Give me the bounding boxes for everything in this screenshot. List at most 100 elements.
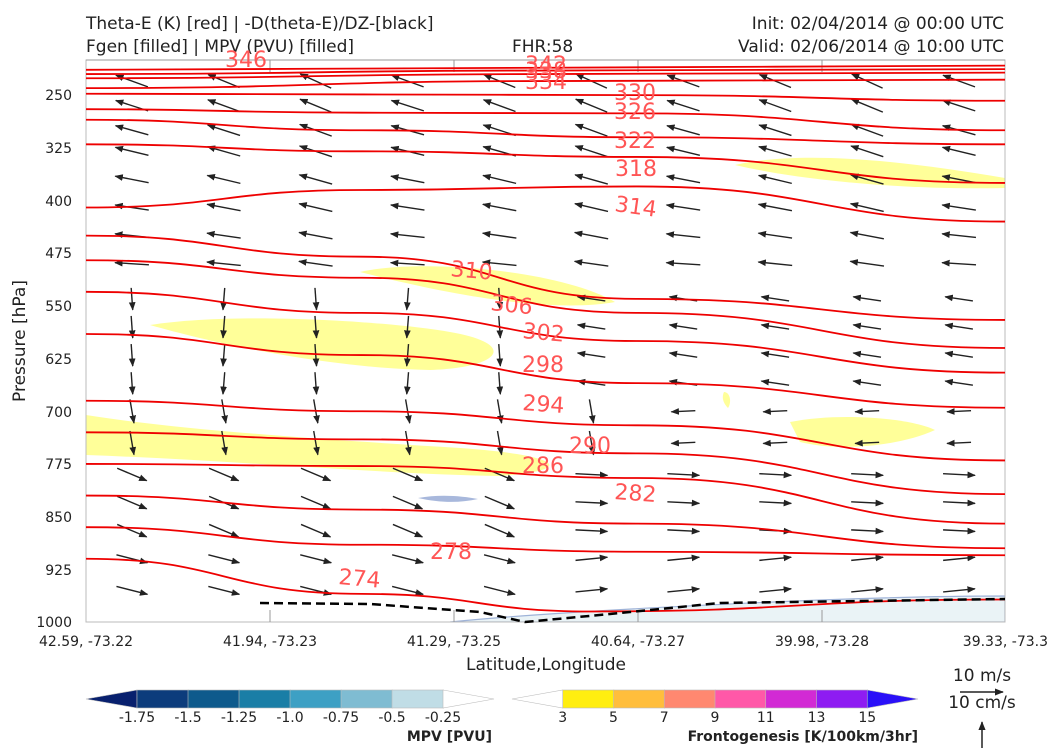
wind-vector [116,495,148,510]
wind-vector [852,294,882,302]
theta-e-contour-302 [86,290,1005,374]
wind-vector [941,231,977,239]
vector-scale-key: 10 m/s 10 cm/s [948,666,1016,748]
wind-vector [114,174,149,184]
fgen-patch [360,266,615,306]
contour-label-layer: 346 342 338 334 330 326 322 318 314 310 … [225,48,658,594]
wind-vector [943,471,976,479]
wind-vector [757,202,793,212]
theta-e-contour-274 [86,557,1005,613]
wind-vector [943,499,976,507]
colorbar-swatch [663,689,716,709]
wind-vector [300,495,332,510]
wind-vector [115,74,149,88]
colorbar-swatch [289,689,342,709]
theta-e-contour-310 [86,234,1005,321]
wind-vector [114,124,149,136]
wind-vector [129,399,137,424]
wind-vector [851,554,884,562]
wind-vector [757,230,793,239]
theta-e-contour-290 [86,431,1005,496]
contour-label-314: 314 [613,192,658,223]
wind-vector [852,378,882,386]
wind-vector [208,585,241,596]
wind-vector [404,315,411,339]
wind-vector [575,471,609,479]
wind-vector [313,430,320,456]
y-axis-label: Pressure [hPa] [10,280,30,402]
wind-vector [665,259,701,267]
wind-vector [666,99,700,112]
mpv-colorbar-title: MPV [PVU] [407,729,492,745]
wind-vector [574,123,608,137]
wind-vector [390,202,425,211]
wind-vector [670,408,696,415]
wind-vector [496,287,504,311]
wind-vector [588,430,596,456]
wind-vector [758,99,792,113]
wind-scale-label: 10 m/s [953,666,1011,686]
wind-vector [298,202,333,213]
colorbar-swatch [866,689,919,709]
wind-vector [670,439,696,447]
fgen-colorbar-title: Frontogenesis [K/100km/3hr] [688,729,918,745]
theta-e-contour-334 [86,78,1005,89]
wind-vector [391,585,424,596]
wind-vector [206,202,241,212]
wind-vector [575,586,609,593]
wind-vector [854,408,880,415]
colorbar-swatch [187,689,240,709]
theta-e-contour-314 [86,185,1005,223]
fgen-patch [150,318,494,370]
fgen-patch [722,392,731,408]
y-tick-label: 700 [45,405,72,421]
wind-vector [208,467,240,482]
colorbar-tick-label: -1.0 [276,710,303,726]
wind-vector [574,98,608,113]
wind-vector [849,259,885,267]
wind-vector [483,585,516,596]
contour-label-322: 322 [614,129,656,154]
wind-vector [116,467,148,482]
colorbar-swatch [136,689,189,709]
wind-vector [758,145,792,157]
valid-time: Valid: 02/06/2014 @ 10:00 UTC [738,37,1004,57]
wind-vector [300,467,332,482]
wind-vector [128,372,136,395]
y-tick-label: 1000 [36,615,72,631]
theta-e-contour-294 [86,399,1005,462]
colorbar-swatch [238,689,291,709]
wind-vector [220,344,227,367]
colorbar-tick-label: 9 [711,710,720,726]
wind-vector [482,99,516,113]
wind-vector [760,322,790,330]
forecast-hour: FHR:58 [512,37,574,57]
wind-vector [482,173,517,185]
wind-vector [404,344,411,367]
contour-label-330: 330 [614,81,656,106]
wind-vector [944,350,973,358]
plot-frame [85,59,1006,623]
colorbar-tick-label: 13 [808,710,826,726]
wind-vector [668,322,698,330]
wind-vector [392,523,424,538]
colorbar-tick-label: -1.25 [221,710,257,726]
wind-vector [854,439,880,447]
wind-vector [389,231,425,239]
y-tick-label: 850 [45,510,72,526]
wind-vector [665,202,701,211]
wind-vector [496,399,504,424]
wind-vector [666,145,701,157]
wind-vector [667,586,701,593]
wind-vector [128,287,136,311]
wind-vector [759,586,793,593]
vertical-scale-label: 10 cm/s [948,693,1016,713]
wind-vector [850,145,884,158]
colorbar-tick-label: -1.75 [119,710,155,726]
contour-label-286: 286 [522,454,564,479]
wind-vector [482,202,517,212]
colorbar-tick-label: -0.5 [378,710,405,726]
wind-vector [390,74,424,88]
colorbar-swatch [85,689,138,709]
